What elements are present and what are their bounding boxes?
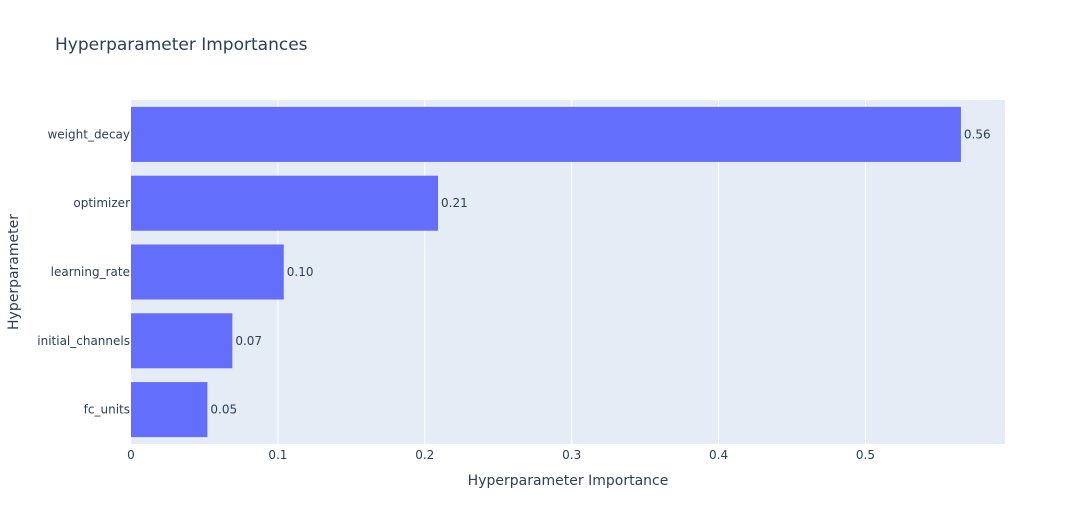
y-tick-label: learning_rate: [51, 265, 130, 279]
bar: [131, 313, 233, 369]
bars: [131, 106, 961, 438]
x-tick-label: 0: [127, 448, 135, 462]
data-labels: 0.56 0.21 0.10 0.07 0.05: [210, 127, 990, 416]
bar: [131, 244, 284, 300]
y-tick-label: fc_units: [84, 403, 130, 417]
bar: [131, 106, 961, 162]
x-tick-label: 0.1: [268, 448, 287, 462]
x-tick-labels: 0 0.1 0.2 0.3 0.4 0.5: [127, 448, 875, 462]
x-tick-label: 0.4: [709, 448, 728, 462]
y-tick-label: optimizer: [73, 196, 130, 210]
bar-value-label: 0.21: [441, 196, 468, 210]
x-tick-label: 0.5: [856, 448, 875, 462]
bar-value-label: 0.56: [964, 127, 991, 141]
y-tick-label: weight_decay: [47, 127, 130, 141]
bar: [131, 382, 208, 438]
y-tick-labels: weight_decay optimizer learning_rateinitia…: [37, 127, 130, 416]
x-tick-label: 0.2: [415, 448, 434, 462]
chart-title: Hyperparameter Importances: [55, 35, 308, 55]
x-tick-label: 0.3: [562, 448, 581, 462]
x-axis-title: Hyperparameter Importance: [468, 473, 669, 489]
y-tick-label: initial_channels: [37, 334, 130, 348]
bar-value-label: 0.07: [235, 334, 262, 348]
bar: [131, 175, 439, 231]
bar-value-label: 0.05: [210, 403, 237, 417]
y-axis-title: Hyperparameter: [6, 214, 22, 330]
bar-value-label: 0.10: [287, 265, 314, 279]
